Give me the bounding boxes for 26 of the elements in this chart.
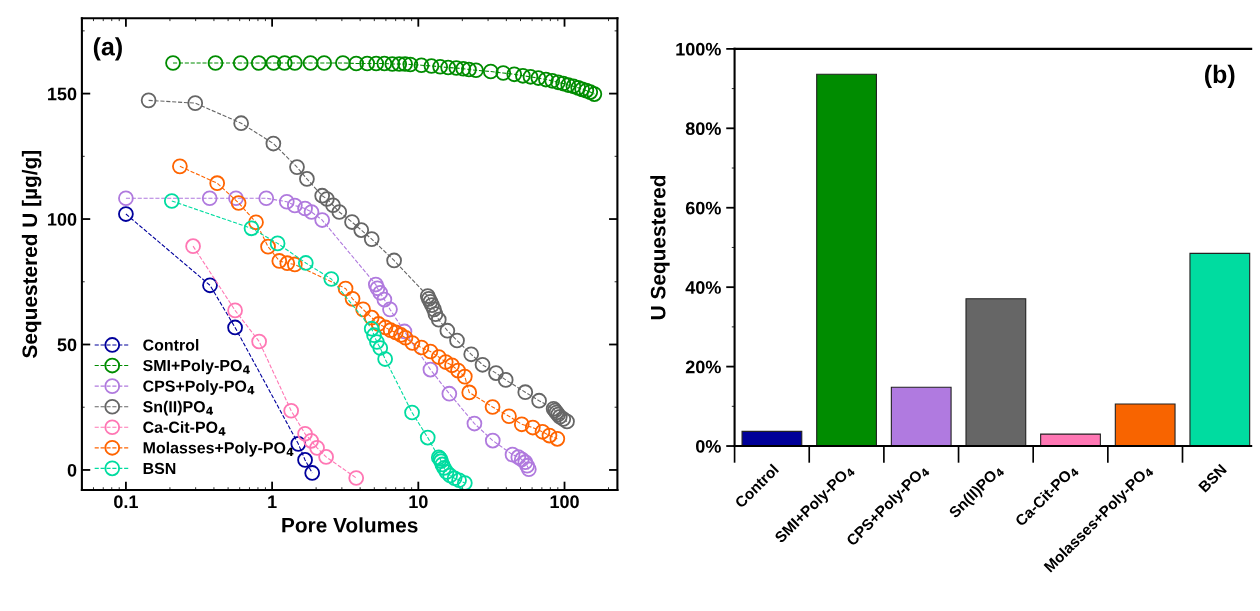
y-tick-label: 40% (685, 281, 721, 294)
legend-label: Sn(II)PO$_{4}$ (143, 400, 214, 416)
legend-label: CPS+Poly-PO$_{4}$ (143, 380, 255, 395)
y-tick-label: 50 (57, 338, 77, 352)
y-tick-label: 100 (48, 212, 77, 226)
legend-label: Molasses+Poly-PO$_{4}$ (143, 441, 294, 457)
x-axis-title: Pore Volumes (282, 517, 418, 533)
legend-label: SMI+Poly-PO$_{4}$ (143, 359, 250, 375)
y-tick-label: 100% (676, 42, 721, 56)
x-tick-label: 100 (550, 495, 579, 509)
x-tick-label: 10 (409, 495, 428, 509)
x-tick-label: 1 (268, 495, 277, 508)
y-axis-title: Sequestered U [µg/g] (21, 150, 42, 358)
y-tick-label: 80% (685, 122, 721, 136)
annotation: (a) (93, 37, 122, 61)
y-tick-label: 0 (67, 463, 77, 477)
y-axis-title: U Sequestered (650, 175, 670, 320)
annotation: (b) (1205, 64, 1235, 89)
x-tick-label: Sn(II)PO$_{4}$ (947, 463, 1006, 521)
y-tick-label: 20% (685, 360, 721, 374)
legend-label: Control (143, 338, 199, 351)
y-tick-label: 150 (48, 87, 77, 101)
legend-label: Ca-Cit-PO$_{4}$ (143, 421, 226, 436)
x-tick-label: 0.1 (114, 495, 138, 509)
y-tick-label: 60% (685, 201, 721, 215)
y-tick-label: 0% (696, 439, 721, 453)
